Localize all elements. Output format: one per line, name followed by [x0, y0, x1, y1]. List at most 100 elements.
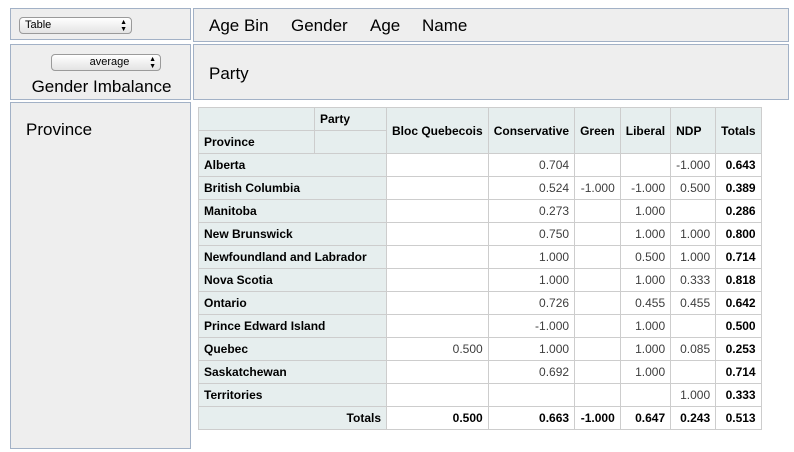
table-cell: 0.726	[487, 291, 576, 315]
table-cell	[574, 360, 621, 384]
table-cell: 0.085	[670, 337, 717, 361]
row-total: 0.253	[715, 337, 762, 361]
row-attribute-province[interactable]: Province	[26, 120, 93, 139]
table-cell: 1.000	[487, 268, 576, 292]
table-cell: 1.000	[670, 383, 717, 407]
row-total: 0.818	[715, 268, 762, 292]
col-header: Bloc Quebecois	[386, 107, 489, 154]
row-total: 0.642	[715, 291, 762, 315]
table-cell: 0.750	[487, 222, 576, 246]
row-label: Newfoundland and Labrador	[198, 245, 387, 269]
col-total: -1.000	[574, 406, 621, 430]
table-cell: 0.500	[619, 245, 672, 269]
table-cell	[386, 176, 489, 200]
table-cell	[386, 153, 489, 177]
row-total: 0.714	[715, 360, 762, 384]
table-cell	[386, 245, 489, 269]
aggregator-cell: average ▲ ▼ Gender Imbalance	[10, 44, 191, 100]
table-cell	[574, 153, 621, 177]
pivot-table: Party Bloc Quebecois Conservative Green …	[198, 107, 762, 430]
column-attribute-party[interactable]: Party	[209, 64, 249, 83]
table-cell: 1.000	[619, 337, 672, 361]
table-cell: -1.000	[619, 176, 672, 200]
table-cell: 1.000	[619, 222, 672, 246]
table-cell: 0.524	[487, 176, 576, 200]
attribute-gender[interactable]: Gender	[291, 16, 348, 35]
col-header: Liberal	[619, 107, 672, 154]
row-label: Ontario	[198, 291, 387, 315]
aggregator-select[interactable]: average ▲ ▼	[51, 54, 161, 71]
table-cell	[619, 153, 672, 177]
table-cell: 1.000	[619, 314, 672, 338]
aggregator-argument[interactable]: Gender Imbalance	[31, 77, 172, 96]
table-cell	[670, 314, 717, 338]
totals-row-label: Totals	[198, 406, 387, 430]
col-header-label: Party	[314, 107, 387, 131]
table-cell: 0.500	[670, 176, 717, 200]
renderer-select[interactable]: Table ▲ ▼	[19, 17, 132, 34]
table-cell: 0.704	[487, 153, 576, 177]
table-row: New Brunswick 0.750 1.000 1.000 0.800	[198, 222, 762, 246]
totals-header: Totals	[715, 107, 762, 154]
table-cell: -1.000	[487, 314, 576, 338]
table-row: Territories 1.000 0.333	[198, 383, 762, 407]
table-cell	[487, 383, 576, 407]
table-cell: 0.692	[487, 360, 576, 384]
row-total: 0.333	[715, 383, 762, 407]
col-header: Conservative	[487, 107, 576, 154]
attribute-name[interactable]: Name	[422, 16, 468, 35]
select-arrows-icon: ▲ ▼	[149, 56, 156, 70]
column-attributes-area: Party	[193, 44, 789, 100]
table-cell	[670, 199, 717, 223]
row-total: 0.800	[715, 222, 762, 246]
corner-cell	[198, 107, 315, 131]
renderer-cell: Table ▲ ▼	[10, 8, 191, 40]
col-header: NDP	[670, 107, 717, 154]
renderer-select-value: Table	[25, 19, 52, 31]
table-cell	[386, 222, 489, 246]
table-cell: 1.000	[670, 245, 717, 269]
table-cell: 1.000	[487, 337, 576, 361]
table-cell	[386, 268, 489, 292]
table-cell	[386, 360, 489, 384]
col-total: 0.500	[386, 406, 489, 430]
grand-total: 0.513	[715, 406, 762, 430]
pivot-body: Alberta 0.704 -1.000 0.643 British Columbia 0…	[198, 153, 762, 407]
table-cell	[574, 199, 621, 223]
row-label: Quebec	[198, 337, 387, 361]
table-cell	[574, 314, 621, 338]
table-row: Prince Edward Island -1.000 1.000 0.500	[198, 314, 762, 338]
row-total: 0.389	[715, 176, 762, 200]
table-cell	[574, 245, 621, 269]
table-row: Alberta 0.704 -1.000 0.643	[198, 153, 762, 177]
table-cell	[574, 268, 621, 292]
col-total: 0.663	[487, 406, 576, 430]
row-attributes-area: Province	[10, 102, 191, 449]
unused-attributes-area: Age Bin Gender Age Name	[193, 8, 789, 42]
col-total: 0.243	[670, 406, 717, 430]
col-total: 0.647	[619, 406, 672, 430]
row-label: Prince Edward Island	[198, 314, 387, 338]
attribute-age-bin[interactable]: Age Bin	[209, 16, 269, 35]
table-cell	[574, 291, 621, 315]
table-cell: 1.000	[619, 360, 672, 384]
row-total: 0.286	[715, 199, 762, 223]
table-cell: 0.333	[670, 268, 717, 292]
table-cell: 0.500	[386, 337, 489, 361]
table-cell	[386, 199, 489, 223]
table-cell: 1.000	[487, 245, 576, 269]
table-cell	[386, 291, 489, 315]
row-label: New Brunswick	[198, 222, 387, 246]
table-row: Nova Scotia 1.000 1.000 0.333 0.818	[198, 268, 762, 292]
row-total: 0.714	[715, 245, 762, 269]
table-cell	[574, 383, 621, 407]
table-cell	[619, 383, 672, 407]
table-row: Quebec 0.500 1.000 1.000 0.085 0.253	[198, 337, 762, 361]
row-header-label: Province	[198, 130, 315, 154]
table-cell	[574, 222, 621, 246]
row-label: Manitoba	[198, 199, 387, 223]
row-label: Saskatchewan	[198, 360, 387, 384]
table-cell: 1.000	[619, 199, 672, 223]
attribute-age[interactable]: Age	[370, 16, 401, 35]
select-arrows-icon: ▲ ▼	[120, 19, 127, 33]
